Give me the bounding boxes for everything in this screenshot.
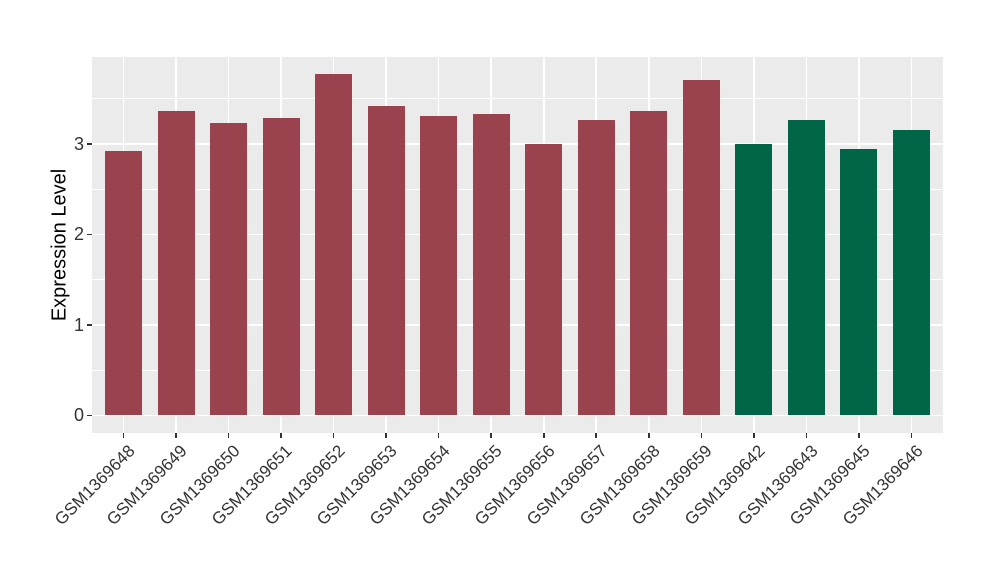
gridline-minor — [92, 188, 943, 190]
bar-GSM1369654 — [420, 115, 458, 416]
x-tick-mark — [332, 432, 335, 438]
bar-GSM1369658 — [630, 111, 668, 416]
bar-GSM1369652 — [315, 74, 353, 416]
bar-GSM1369657 — [577, 120, 615, 416]
gridline-major — [92, 233, 943, 236]
x-tick-mark — [385, 432, 387, 438]
gridline-major — [92, 324, 943, 326]
x-tick-mark — [595, 432, 598, 438]
bar-GSM1369655 — [472, 114, 510, 416]
y-tick-label: 0 — [73, 405, 84, 426]
y-tick-label: 2 — [73, 224, 84, 245]
y-tick-mark — [87, 233, 92, 236]
x-tick-mark — [227, 432, 230, 438]
y-axis-title: Expression Level — [48, 168, 71, 322]
x-tick-mark — [437, 432, 440, 438]
plot-panel — [92, 57, 943, 433]
x-tick-mark — [122, 432, 125, 438]
x-tick-mark — [910, 432, 913, 438]
y-tick-mark — [87, 143, 92, 145]
x-tick-mark — [175, 432, 177, 438]
y-tick-mark — [87, 414, 92, 417]
bar-GSM1369645 — [840, 149, 878, 416]
bar-GSM1369650 — [210, 123, 248, 416]
bar-GSM1369649 — [157, 111, 195, 416]
bar-GSM1369646 — [892, 130, 930, 416]
y-tick-label: 3 — [73, 133, 84, 154]
x-tick-mark — [280, 432, 282, 438]
bar-GSM1369648 — [105, 151, 143, 416]
bar-GSM1369659 — [682, 79, 720, 416]
x-tick-mark — [753, 432, 755, 438]
bar-GSM1369643 — [787, 120, 825, 416]
gridline-minor — [92, 98, 943, 100]
bar-GSM1369656 — [525, 143, 563, 416]
bar-GSM1369653 — [367, 105, 405, 416]
x-tick-mark — [542, 432, 545, 438]
bar-GSM1369642 — [735, 143, 773, 416]
gridline-minor — [92, 279, 943, 281]
x-tick-mark — [648, 432, 650, 438]
x-tick-mark — [858, 432, 860, 438]
gridline-minor — [92, 369, 943, 371]
y-tick-mark — [87, 324, 92, 326]
bar-GSM1369651 — [262, 117, 300, 416]
gridline-major — [92, 143, 943, 145]
x-tick-mark — [700, 432, 703, 438]
gridline-major — [92, 414, 943, 417]
x-tick-mark — [805, 432, 808, 438]
x-tick-mark — [490, 432, 493, 438]
y-tick-label: 1 — [73, 314, 84, 335]
